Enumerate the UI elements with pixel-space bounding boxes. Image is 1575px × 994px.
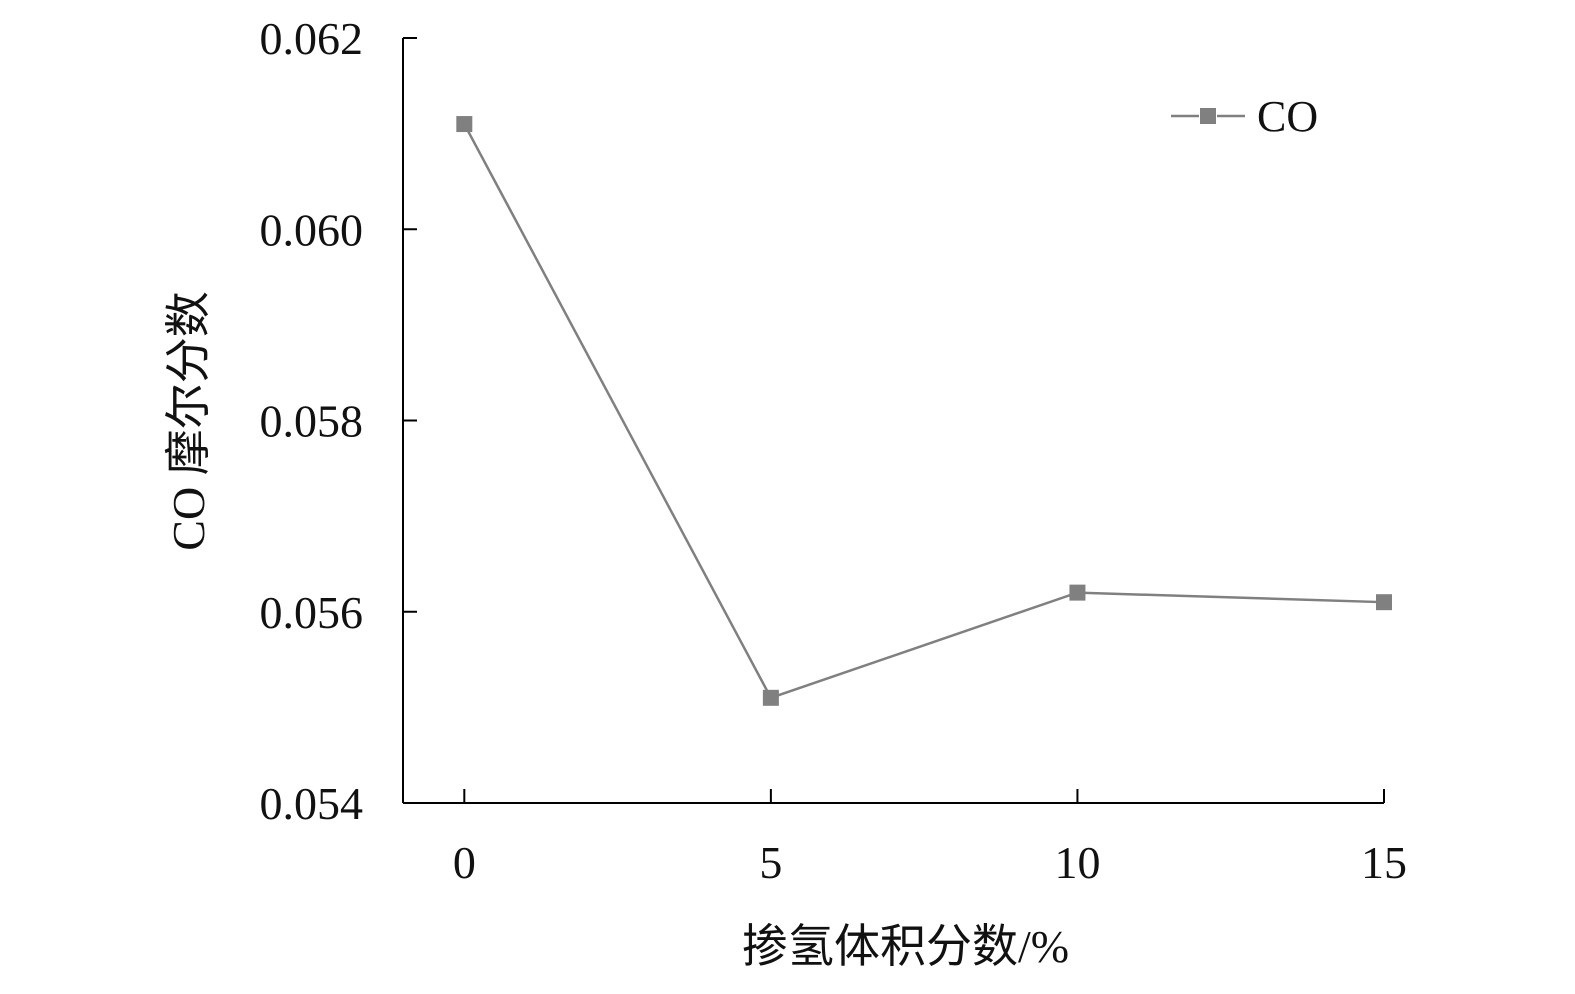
y-ticks: 0.054 0.056 0.058 0.060 0.062	[260, 13, 417, 829]
data-point-marker	[762, 689, 779, 706]
axes	[402, 38, 1384, 804]
x-tick-label: 0	[453, 837, 476, 888]
legend: CO	[1171, 92, 1318, 141]
x-axis-label: 掺氢体积分数/%	[742, 921, 1069, 972]
legend-marker	[1200, 108, 1216, 124]
y-tick-label: 0.062	[260, 13, 364, 64]
y-tick-label: 0.058	[260, 396, 364, 447]
x-tick-label: 5	[759, 837, 782, 888]
data-point-marker	[456, 116, 473, 133]
y-tick-label: 0.060	[260, 204, 364, 255]
y-tick-label: 0.054	[260, 778, 364, 829]
y-tick-label: 0.056	[260, 587, 364, 638]
series-layer	[456, 116, 1392, 706]
legend-label: CO	[1257, 92, 1318, 141]
x-ticks: 0 5 10 15	[453, 789, 1407, 888]
data-point-marker	[1376, 594, 1392, 611]
y-axis-label: CO 摩尔分数	[163, 291, 214, 550]
x-tick-label: 15	[1361, 837, 1407, 888]
data-point-marker	[1069, 584, 1086, 601]
x-tick-label: 10	[1054, 837, 1100, 888]
series-line	[463, 123, 1385, 700]
